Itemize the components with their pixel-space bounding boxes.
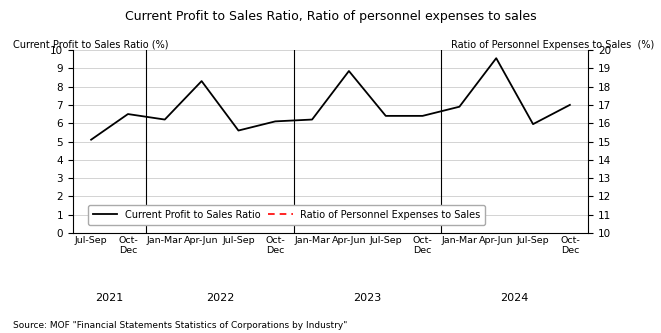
Current Profit to Sales Ratio: [235, 129, 243, 133]
Current Profit to Sales Ratio: [345, 69, 353, 73]
Text: 2024: 2024: [500, 293, 529, 303]
Text: Current Profit to Sales Ratio, Ratio of personnel expenses to sales: Current Profit to Sales Ratio, Ratio of …: [125, 10, 536, 23]
Current Profit to Sales Ratio: [566, 103, 574, 107]
Current Profit to Sales Ratio: [271, 119, 279, 123]
Line: Current Profit to Sales Ratio: Current Profit to Sales Ratio: [91, 58, 570, 140]
Current Profit to Sales Ratio: [87, 138, 95, 142]
Legend: Current Profit to Sales Ratio, Ratio of Personnel Expenses to Sales: Current Profit to Sales Ratio, Ratio of …: [88, 205, 485, 224]
Current Profit to Sales Ratio: [418, 114, 426, 118]
Text: 2023: 2023: [353, 293, 381, 303]
Text: 2022: 2022: [206, 293, 234, 303]
Current Profit to Sales Ratio: [455, 105, 463, 109]
Current Profit to Sales Ratio: [382, 114, 390, 118]
Text: 2021: 2021: [95, 293, 124, 303]
Current Profit to Sales Ratio: [124, 112, 132, 116]
Text: Ratio of Personnel Expenses to Sales  (%): Ratio of Personnel Expenses to Sales (%): [451, 40, 654, 50]
Current Profit to Sales Ratio: [161, 118, 169, 122]
Current Profit to Sales Ratio: [492, 56, 500, 60]
Current Profit to Sales Ratio: [308, 118, 316, 122]
Text: Current Profit to Sales Ratio (%): Current Profit to Sales Ratio (%): [13, 40, 169, 50]
Current Profit to Sales Ratio: [198, 79, 206, 83]
Current Profit to Sales Ratio: [529, 122, 537, 126]
Text: Source: MOF "Financial Statements Statistics of Corporations by Industry": Source: MOF "Financial Statements Statis…: [13, 321, 348, 330]
